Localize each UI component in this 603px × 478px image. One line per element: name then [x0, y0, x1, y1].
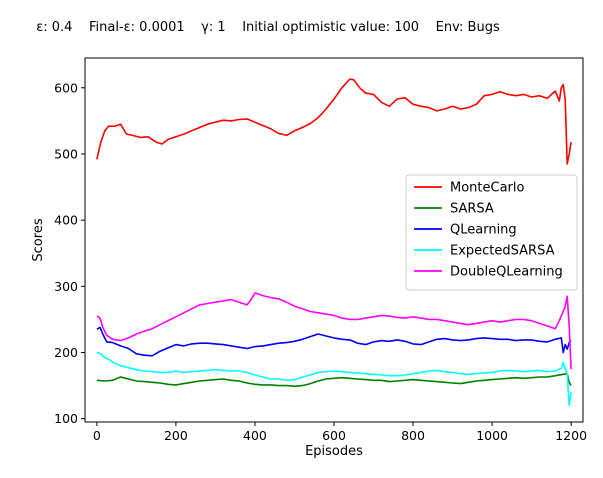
y-tick-label: 500: [54, 146, 78, 161]
x-axis-label: Episodes: [305, 444, 363, 459]
x-tick-label: 1200: [555, 428, 587, 443]
x-tick-label: 800: [401, 428, 425, 443]
x-tick-label: 0: [93, 428, 101, 443]
y-tick-label: 600: [54, 80, 78, 95]
x-tick-label: 400: [243, 428, 267, 443]
x-tick-label: 200: [164, 428, 188, 443]
y-tick-label: 100: [54, 411, 78, 426]
chart-title: ε: 0.4 Final-ε: 0.0001 γ: 1 Initial opti…: [36, 20, 500, 35]
legend-box: [405, 174, 578, 291]
y-tick-label: 300: [54, 279, 78, 294]
legend-label-qlearning: QLearning: [450, 223, 517, 238]
legend: MonteCarlo SARSA QLearning ExpectedSARSA Dou…: [405, 174, 578, 291]
x-tick-label: 1000: [476, 428, 508, 443]
y-tick-label: 400: [54, 213, 78, 228]
series-line-doubleqlearning: [96, 292, 572, 370]
x-tick-label: 600: [322, 428, 346, 443]
series-line-sarsa: [96, 372, 572, 388]
x-axis-ticks: 0 200 400 600 800 1000 1200: [93, 422, 587, 443]
series-line-qlearning: [96, 326, 572, 357]
legend-label-montecarlo: MonteCarlo: [450, 181, 525, 196]
plot-lines: [96, 78, 572, 407]
series-line-montecarlo: [96, 78, 572, 165]
y-tick-label: 200: [54, 345, 78, 360]
legend-label-expectedsarsa: ExpectedSARSA: [450, 244, 555, 259]
legend-label-sarsa: SARSA: [450, 202, 494, 217]
series-line-expectedsarsa: [96, 351, 572, 407]
y-axis-label: Scores: [31, 218, 46, 261]
y-axis-ticks: 100 200 300 400 500 600: [54, 80, 85, 426]
legend-label-doubleqlearning: DoubleQLearning: [450, 265, 563, 280]
